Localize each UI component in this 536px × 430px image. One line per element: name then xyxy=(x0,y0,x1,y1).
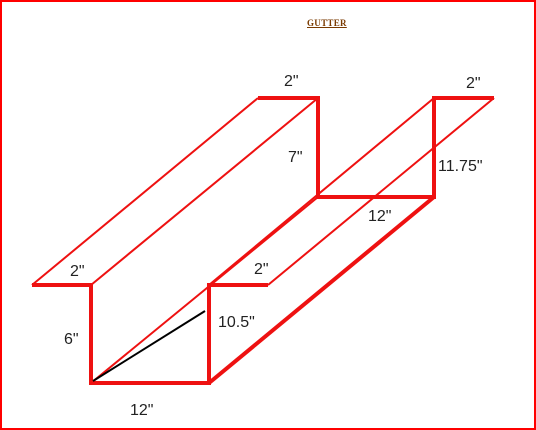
dim-front-left-lip: 2" xyxy=(70,263,85,280)
dim-back-bottom: 12" xyxy=(368,208,391,225)
drawing-title: GUTTER xyxy=(307,18,347,28)
profile-outlines xyxy=(32,96,494,385)
dim-back-right-lip: 2" xyxy=(466,75,481,92)
dim-back-right-height: 11.75" xyxy=(438,158,483,175)
edge-right-lip-tip xyxy=(267,97,495,286)
edge-left-wall-top xyxy=(90,97,319,286)
dim-back-left-lip: 2" xyxy=(284,73,299,90)
dim-front-inner-height: 10.5" xyxy=(218,314,255,331)
front-diagonal-line xyxy=(92,310,206,382)
edge-bottom-right xyxy=(207,195,436,385)
dim-back-left-height: 7" xyxy=(288,149,303,166)
edge-bottom-left xyxy=(90,196,319,384)
back-profile xyxy=(258,96,494,199)
dim-front-left-height: 6" xyxy=(64,331,79,348)
dim-front-bottom: 12" xyxy=(130,402,153,419)
edge-left-lip-tip xyxy=(31,97,259,286)
edge-right-wall-top xyxy=(208,97,435,286)
dim-front-right-lip: 2" xyxy=(254,261,269,278)
front-profile xyxy=(32,283,268,385)
receding-edges xyxy=(31,97,495,384)
